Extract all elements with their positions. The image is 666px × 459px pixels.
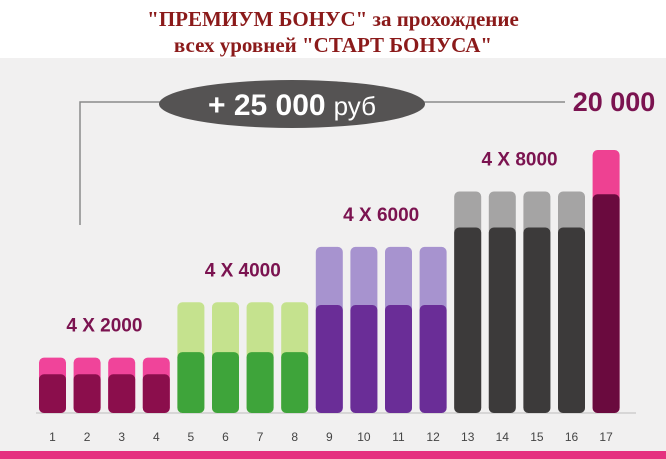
tick-label-11: 11 [392,430,405,444]
bar-5-bottom [177,352,205,413]
tick-label-5: 5 [188,430,195,444]
bar-14-bottom [488,227,516,413]
group-label-4: 4 X 8000 [482,150,558,171]
tick-label-7: 7 [257,430,264,444]
bottom-accent-line [0,451,666,459]
bar-11-bottom [385,305,412,413]
bar-1-bottom [39,374,66,413]
bar-3-bottom [108,374,136,413]
bar-15-bottom [523,227,551,413]
bar-17-bottom [592,194,620,413]
bar-2-bottom [73,374,101,413]
group-label-5: 20 000 [573,87,656,117]
bar-13-bottom [454,227,482,413]
bar-9-bottom [315,305,343,413]
tick-label-14: 14 [496,430,510,444]
tick-label-15: 15 [530,430,544,444]
chart-title-line-1: "ПРЕМИУМ БОНУС" за прохождение [147,7,519,31]
bar-10-bottom [350,305,378,413]
tick-label-2: 2 [84,430,91,444]
tick-label-6: 6 [222,430,229,444]
group-label-2: 4 X 4000 [205,260,281,281]
bars-layer [39,150,620,413]
tick-label-1: 1 [49,430,56,444]
bonus-pill [159,80,425,128]
tick-label-13: 13 [461,430,475,444]
tick-label-4: 4 [153,430,160,444]
bar-7-bottom [246,352,274,413]
tick-label-12: 12 [426,430,440,444]
bar-12-bottom [419,305,447,413]
chart-title: "ПРЕМИУМ БОНУС" за прохождение всех уров… [0,6,666,58]
premium-connector-line [79,101,185,225]
bar-8-bottom [281,352,309,413]
tick-label-17: 17 [599,430,613,444]
chart-title-line-2: всех уровней "СТАРТ БОНУСА" [173,33,493,57]
group-label-1: 4 X 2000 [66,316,142,337]
bonus-pill-text: + 25 000 руб [208,89,376,122]
tick-label-3: 3 [118,430,125,444]
tick-label-8: 8 [291,430,298,444]
bar-6-bottom [212,352,239,413]
bar-4-bottom [142,374,170,413]
bar-16-bottom [558,227,585,413]
tick-labels-layer: 1 2 3 4 5 6 7 8 9 10 11 12 13 14 15 16 17 [49,430,613,444]
tick-label-16: 16 [565,430,579,444]
tick-label-10: 10 [357,430,371,444]
bonus-amount: + 25 000 [208,89,326,122]
bonus-unit: руб [334,91,376,121]
group-labels-layer: 4 X 2000 4 X 4000 4 X 6000 4 X 8000 20 000 [66,87,655,337]
group-label-3: 4 X 6000 [343,205,419,226]
tick-label-9: 9 [326,430,333,444]
